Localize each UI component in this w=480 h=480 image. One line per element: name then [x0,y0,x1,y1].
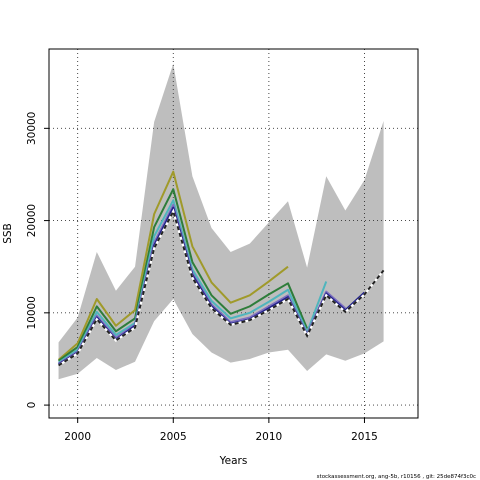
y-tick-label: 10000 [26,296,38,329]
y-tick-label: 30000 [26,112,38,145]
series-line [57,188,309,362]
y-tick-label: 20000 [26,204,38,237]
series-line [58,208,385,367]
axis-layer: 2000 2005 2010 2015 0 10000 20000 30000 [26,112,378,443]
plot-frame [48,48,419,419]
series-line [57,170,289,361]
x-tick-label: 2000 [64,431,91,443]
x-tick-label: 2005 [160,431,187,443]
series-layer [57,170,385,367]
x-axis-label: Years [219,455,248,467]
y-axis-label: SSB [2,223,14,244]
x-tick-label: 2015 [351,431,378,443]
footer-text: stockassessment.org, ang-5b, r10156 , gi… [317,474,476,480]
y-tick-label: 0 [26,402,38,409]
x-tick-label: 2010 [256,431,283,443]
